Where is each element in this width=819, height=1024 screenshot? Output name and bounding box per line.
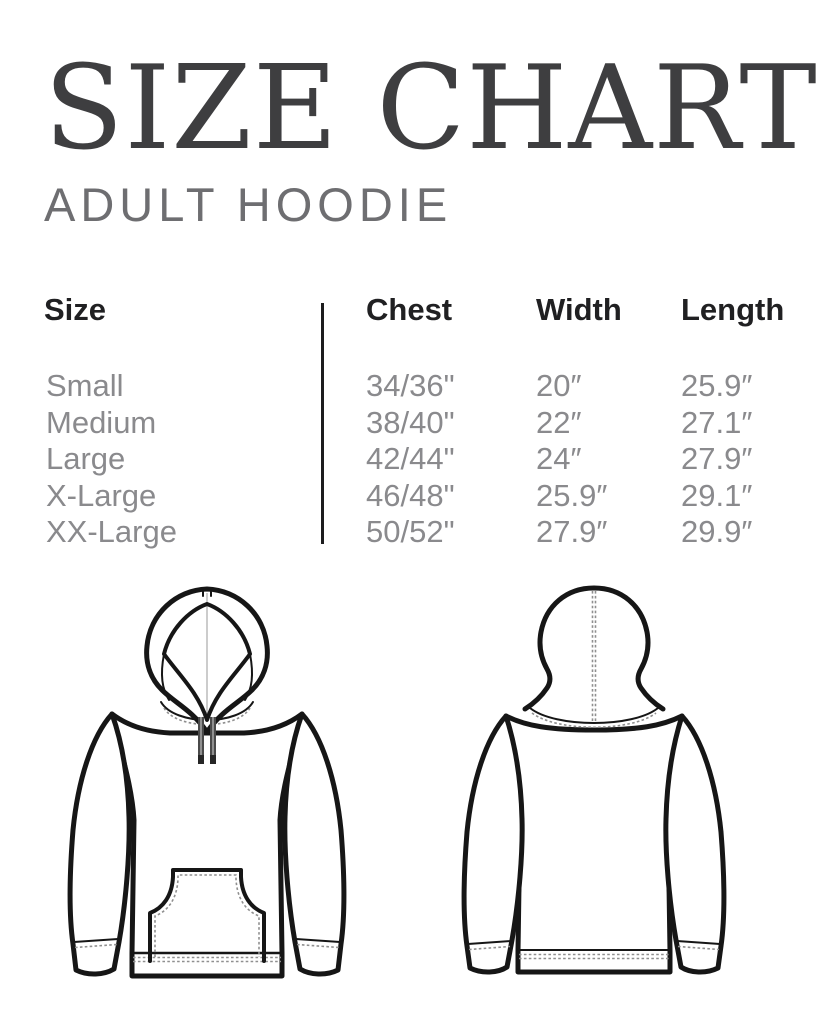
cell-size: Small <box>46 368 124 403</box>
hoodie-front-diagram <box>67 586 347 979</box>
table-header-row: Size Chest Width Length <box>0 294 819 326</box>
cell-width: 20″ <box>536 368 582 403</box>
hoodie-back-diagram <box>461 585 727 975</box>
cell-length: 25.9″ <box>681 368 753 403</box>
cell-size: XX-Large <box>46 514 177 550</box>
cell-chest: 46/48" <box>366 477 455 513</box>
cell-chest: 50/52" <box>366 514 455 550</box>
column-header-chest: Chest <box>366 292 453 327</box>
table-row-x-large: X-Large 46/48" 25.9″ 29.1″ <box>0 478 819 515</box>
cell-width: 22″ <box>536 404 582 440</box>
cell-chest: 38/40" <box>366 404 455 440</box>
column-header-width: Width <box>536 292 622 327</box>
cell-length: 27.9″ <box>681 441 753 477</box>
cell-width: 27.9″ <box>536 514 608 550</box>
page-subtitle: ADULT HOODIE <box>44 178 453 231</box>
cell-size: Large <box>46 441 126 477</box>
cell-chest: 42/44" <box>366 441 455 477</box>
cell-length: 29.9″ <box>681 514 753 550</box>
column-header-length: Length <box>681 292 785 327</box>
cell-width: 24″ <box>536 441 582 477</box>
cell-width: 25.9″ <box>536 477 608 513</box>
cell-size: X-Large <box>46 477 157 513</box>
cell-length: 27.1″ <box>681 404 753 440</box>
cell-size: Medium <box>46 404 157 440</box>
table-row-small: Small 34/36" 20″ 25.9″ <box>0 368 819 405</box>
cell-chest: 34/36" <box>366 368 455 403</box>
page-title: SIZE CHART <box>44 41 818 176</box>
table-row-large: Large 42/44" 24″ 27.9″ <box>0 441 819 478</box>
cell-length: 29.1″ <box>681 477 753 513</box>
column-header-size: Size <box>44 292 107 327</box>
size-table-body: Small 34/36" 20″ 25.9″ Medium 38/40" 22″… <box>0 368 819 551</box>
table-row-xx-large: XX-Large 50/52" 27.9″ 29.9″ <box>0 514 819 551</box>
table-row-medium: Medium 38/40" 22″ 27.1″ <box>0 405 819 442</box>
table-divider-line <box>321 303 324 544</box>
